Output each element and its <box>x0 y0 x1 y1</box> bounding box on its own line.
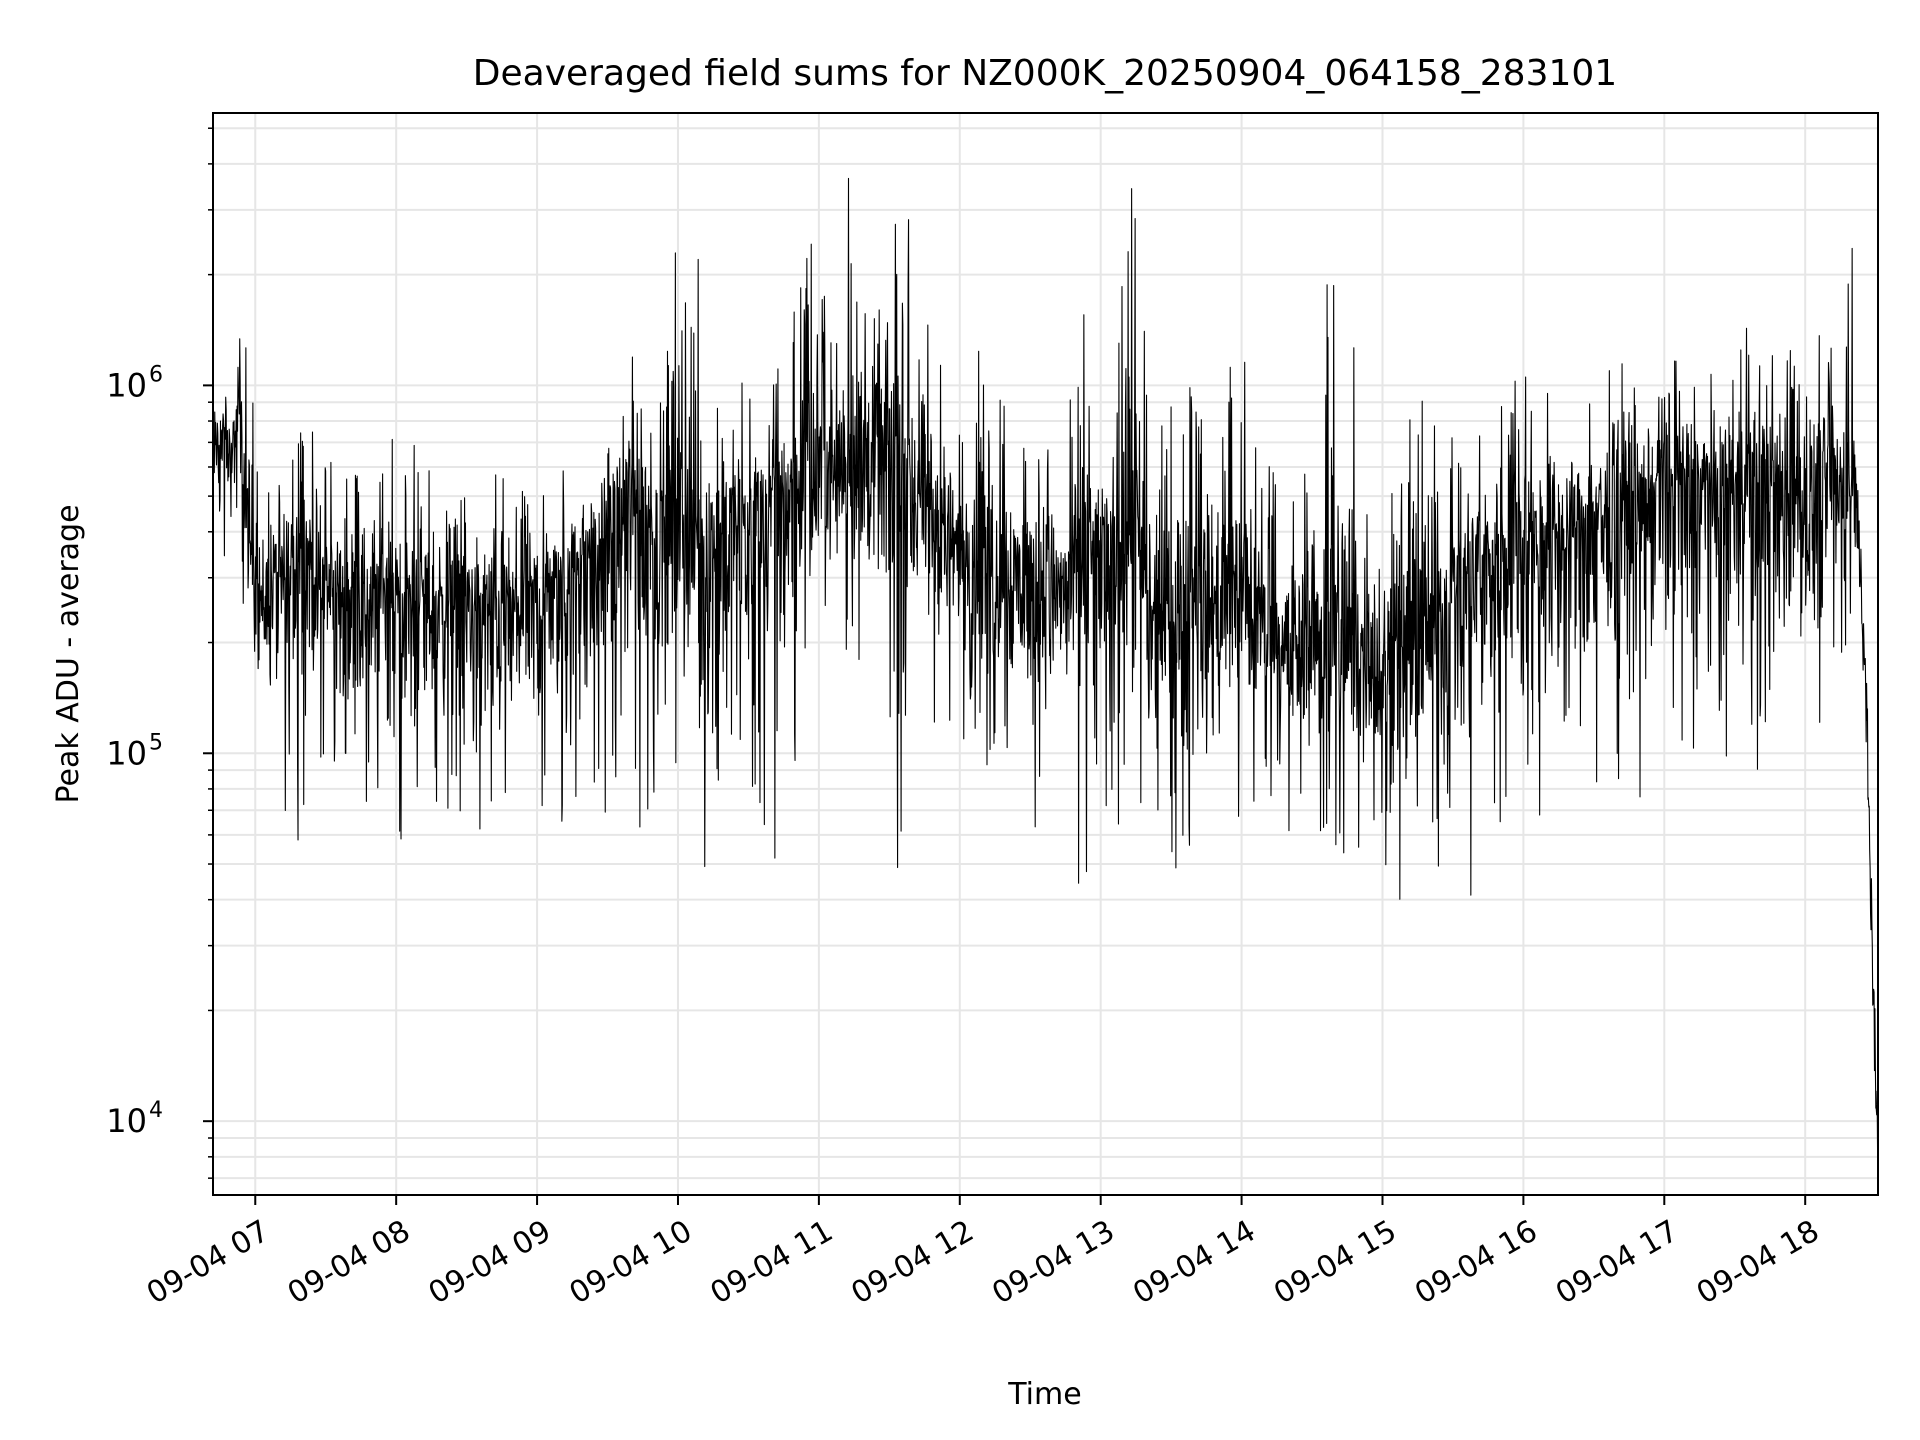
series-line <box>213 177 1878 1151</box>
x-axis-label: Time <box>1007 1377 1081 1412</box>
plot-frame <box>212 112 1879 1196</box>
y-tick-label-exponent: 6 <box>149 362 163 387</box>
y-tick-label-exponent: 5 <box>149 730 163 755</box>
y-tick-label-base: 10 <box>106 1102 147 1140</box>
y-tick-label-base: 10 <box>106 734 147 772</box>
y-tick-label-exponent: 4 <box>149 1098 163 1123</box>
chart-title: Deaveraged field sums for NZ000K_2025090… <box>473 53 1617 94</box>
y-tick-label-base: 10 <box>106 366 147 404</box>
data-series <box>213 177 1878 1151</box>
y-axis-label: Peak ADU - average <box>51 504 86 803</box>
